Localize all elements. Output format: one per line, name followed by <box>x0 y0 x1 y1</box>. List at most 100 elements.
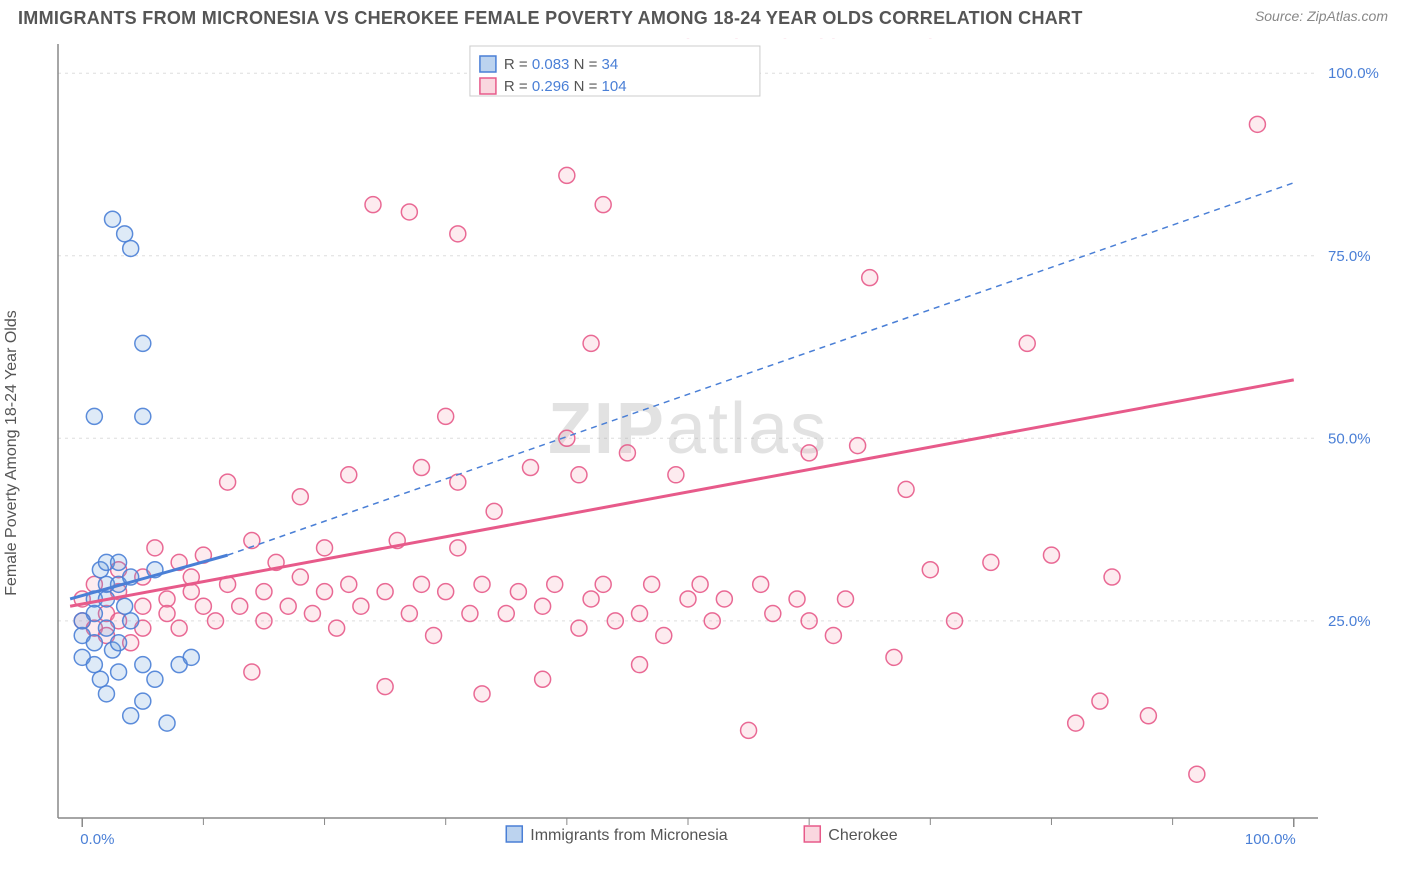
data-point <box>583 335 599 351</box>
legend-bottom: Immigrants from MicronesiaCherokee <box>506 826 897 844</box>
data-point <box>789 591 805 607</box>
data-point <box>498 606 514 622</box>
data-point <box>105 211 121 227</box>
data-point <box>98 620 114 636</box>
data-point <box>159 715 175 731</box>
legend-swatch <box>480 78 496 94</box>
data-point <box>983 554 999 570</box>
data-point <box>607 613 623 629</box>
chart-container: Female Poverty Among 18-24 Year Olds ZIP… <box>18 38 1388 868</box>
data-point <box>801 613 817 629</box>
data-point <box>765 606 781 622</box>
data-point <box>741 722 757 738</box>
data-point <box>474 686 490 702</box>
data-point <box>413 576 429 592</box>
data-point <box>619 445 635 461</box>
data-point <box>438 584 454 600</box>
data-point <box>92 671 108 687</box>
data-point <box>220 474 236 490</box>
data-point <box>401 204 417 220</box>
legend-swatch <box>804 826 820 842</box>
data-point <box>377 679 393 695</box>
data-point <box>195 598 211 614</box>
data-point <box>559 167 575 183</box>
data-point <box>98 686 114 702</box>
data-point <box>1140 708 1156 724</box>
legend-stat-row: R = 0.296 N = 104 <box>504 78 627 95</box>
data-point <box>86 657 102 673</box>
data-point <box>86 606 102 622</box>
data-point <box>510 584 526 600</box>
data-point <box>535 671 551 687</box>
data-point <box>632 657 648 673</box>
data-point <box>535 598 551 614</box>
y-tick-label: 25.0% <box>1328 613 1371 630</box>
data-point <box>232 598 248 614</box>
data-point <box>317 584 333 600</box>
data-point <box>1019 335 1035 351</box>
data-point <box>486 503 502 519</box>
data-point <box>462 606 478 622</box>
legend-stat-row: R = 0.083 N = 34 <box>504 56 618 73</box>
data-point <box>862 270 878 286</box>
data-point <box>123 240 139 256</box>
source-prefix: Source: <box>1255 8 1307 24</box>
data-point <box>898 481 914 497</box>
source-name: ZipAtlas.com <box>1307 8 1388 24</box>
data-point <box>1189 766 1205 782</box>
data-point <box>117 226 133 242</box>
data-point <box>656 627 672 643</box>
data-point <box>341 576 357 592</box>
data-point <box>244 664 260 680</box>
data-point <box>571 620 587 636</box>
data-point <box>401 606 417 622</box>
data-point <box>123 613 139 629</box>
y-tick-label: 75.0% <box>1328 248 1371 265</box>
chart-title: IMMIGRANTS FROM MICRONESIA VS CHEROKEE F… <box>18 8 1083 29</box>
data-point <box>256 613 272 629</box>
legend-swatch <box>506 826 522 842</box>
data-point <box>1249 116 1265 132</box>
data-point <box>426 627 442 643</box>
data-point <box>111 554 127 570</box>
data-point <box>317 540 333 556</box>
data-point <box>135 408 151 424</box>
data-point <box>183 649 199 665</box>
data-point <box>753 576 769 592</box>
data-point <box>280 598 296 614</box>
data-point <box>825 627 841 643</box>
data-point <box>111 635 127 651</box>
data-point <box>450 540 466 556</box>
data-point <box>450 474 466 490</box>
data-point <box>159 591 175 607</box>
data-point <box>117 598 133 614</box>
data-point <box>329 620 345 636</box>
data-point <box>256 584 272 600</box>
svg-text:ZIPatlas: ZIPatlas <box>548 389 828 469</box>
data-point <box>135 598 151 614</box>
data-point <box>135 657 151 673</box>
legend-label: Immigrants from Micronesia <box>530 827 727 844</box>
source-credit: Source: ZipAtlas.com <box>1255 8 1388 24</box>
data-point <box>1043 547 1059 563</box>
data-point <box>86 408 102 424</box>
data-point <box>147 540 163 556</box>
x-tick-label: 100.0% <box>1245 831 1296 848</box>
data-point <box>1092 693 1108 709</box>
x-tick-label: 0.0% <box>80 831 114 848</box>
data-point <box>523 460 539 476</box>
data-point <box>704 613 720 629</box>
data-point <box>377 584 393 600</box>
data-point <box>111 664 127 680</box>
data-point <box>159 606 175 622</box>
data-point <box>365 197 381 213</box>
data-point <box>1104 569 1120 585</box>
data-point <box>353 598 369 614</box>
data-point <box>632 606 648 622</box>
data-point <box>547 576 563 592</box>
data-point <box>450 226 466 242</box>
data-point <box>123 708 139 724</box>
data-point <box>850 438 866 454</box>
data-point <box>292 569 308 585</box>
data-point <box>922 562 938 578</box>
